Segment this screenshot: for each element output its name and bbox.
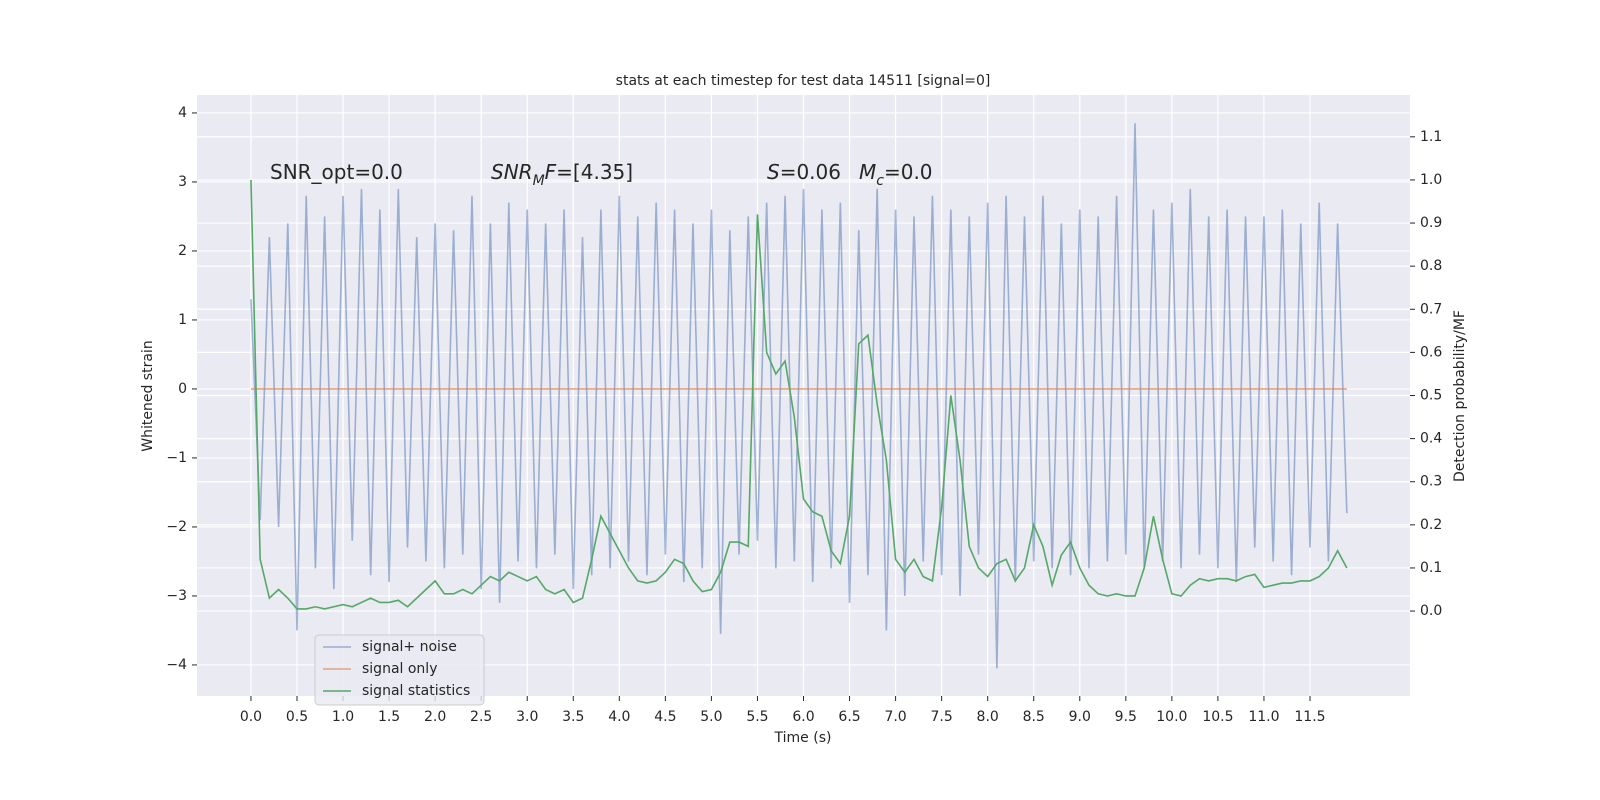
x-tick-label: 10.0 [1156, 709, 1187, 725]
y2-tick-label: 0.3 [1420, 474, 1442, 490]
legend-label: signal+ noise [362, 639, 457, 655]
x-tick-label: 10.5 [1202, 709, 1233, 725]
y-tick-label: 0 [178, 381, 187, 397]
y2-tick-label: 0.1 [1420, 560, 1442, 576]
y2-tick-label: 1.0 [1420, 172, 1442, 188]
y2-tick-label: 0.9 [1420, 215, 1442, 231]
x-tick-label: 3.0 [516, 709, 538, 725]
y-tick-label: 2 [178, 243, 187, 259]
x-axis-label: Time (s) [774, 730, 832, 746]
x-tick-label: 9.5 [1115, 709, 1137, 725]
x-tick-label: 1.5 [378, 709, 400, 725]
x-tick-label: 7.0 [884, 709, 906, 725]
annotation-part: S [767, 160, 780, 184]
x-tick-label: 0.0 [240, 709, 262, 725]
annotation-part: c [876, 173, 884, 189]
x-tick-label: 11.0 [1248, 709, 1279, 725]
x-tick-label: 4.0 [608, 709, 630, 725]
x-tick-label: 1.0 [332, 709, 354, 725]
x-tick-label: 9.0 [1069, 709, 1091, 725]
annotation-part: =0.0 [884, 160, 933, 184]
annotation: SNR_opt=0.0 [270, 160, 403, 184]
annotation: Mc=0.0 [859, 160, 933, 190]
x-tick-label: 0.5 [286, 709, 308, 725]
y-tick-label: 1 [178, 312, 187, 328]
y-tick-label: 3 [178, 174, 187, 190]
x-tick-label: 2.0 [424, 709, 446, 725]
x-tick-label: 11.5 [1294, 709, 1325, 725]
x-tick-label: 3.5 [562, 709, 584, 725]
annotation-part: M [533, 173, 545, 189]
y2-tick-label: 0.0 [1420, 603, 1442, 619]
annotation-part: M [859, 160, 876, 184]
chart-title: stats at each timestep for test data 145… [616, 73, 991, 89]
y2-tick-label: 0.2 [1420, 517, 1442, 533]
legend-box [314, 634, 485, 706]
y-axis-label: Whitened strain [140, 340, 156, 451]
y2-tick-label: 0.7 [1420, 301, 1442, 317]
annotation-part: F [545, 160, 557, 184]
legend-label: signal only [362, 661, 437, 677]
y2-tick-label: 1.1 [1420, 129, 1442, 145]
x-tick-label: 8.5 [1023, 709, 1045, 725]
annotation-part: =0.06 [780, 160, 841, 184]
y2-tick-label: 0.4 [1420, 431, 1442, 447]
x-tick-label: 7.5 [931, 709, 953, 725]
series-line [250, 123, 1348, 669]
x-tick-label: 5.0 [700, 709, 722, 725]
y-tick-label: −3 [166, 588, 187, 604]
annotation: SNRMF=[4.35] [491, 160, 633, 190]
x-tick-label: 6.0 [792, 709, 814, 725]
annotation-part: =[4.35] [556, 160, 633, 184]
annotation-part: SNR_opt=0.0 [270, 160, 403, 184]
y2-axis-label: Detection probability/MF [1452, 310, 1468, 482]
annotation: S=0.06 [767, 160, 841, 184]
x-tick-label: 6.5 [838, 709, 860, 725]
y-tick-label: 4 [178, 105, 187, 121]
y-tick-label: −2 [166, 519, 187, 535]
y2-tick-label: 0.5 [1420, 388, 1442, 404]
y2-tick-label: 0.6 [1420, 344, 1442, 360]
series-line [250, 179, 1348, 610]
x-tick-label: 2.5 [470, 709, 492, 725]
y2-tick-label: 0.8 [1420, 258, 1442, 274]
x-tick-label: 8.0 [977, 709, 999, 725]
annotation-part: SNR [491, 160, 533, 184]
x-tick-label: 5.5 [746, 709, 768, 725]
y-tick-label: −1 [166, 450, 187, 466]
legend-label: signal statistics [362, 683, 470, 699]
x-tick-label: 4.5 [654, 709, 676, 725]
y-tick-label: −4 [166, 657, 187, 673]
